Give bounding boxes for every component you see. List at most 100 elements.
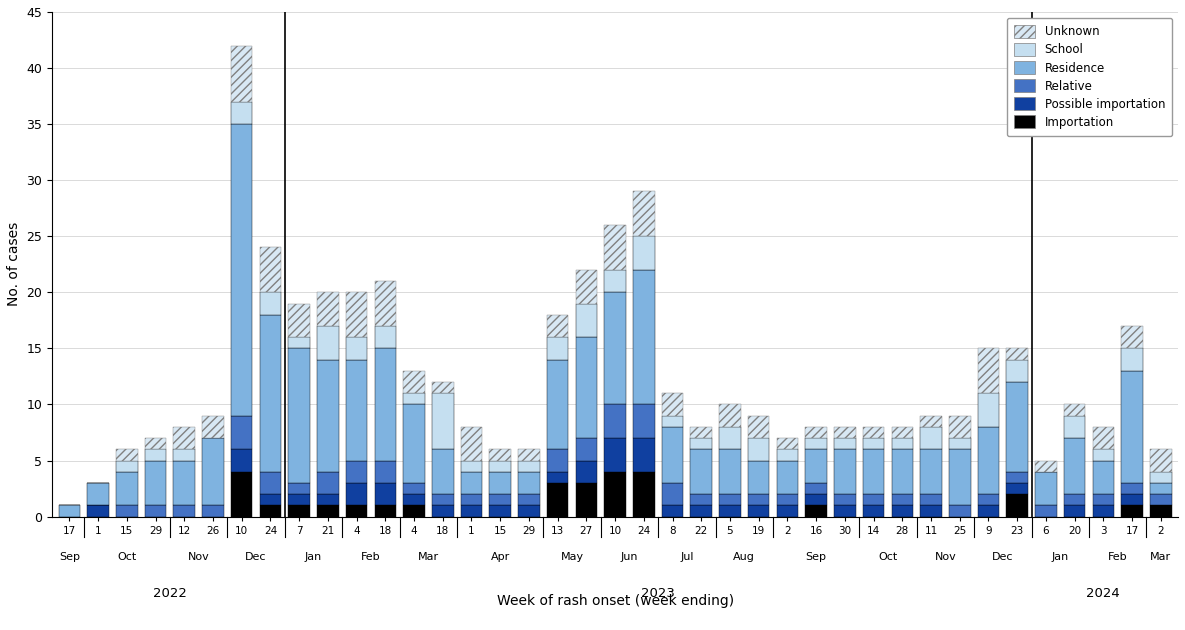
Bar — [461, 494, 482, 505]
Bar — [1006, 483, 1027, 494]
Bar — [806, 449, 827, 483]
Bar — [433, 449, 454, 494]
Text: Mar: Mar — [1151, 552, 1172, 562]
Bar — [1151, 483, 1172, 494]
Bar — [921, 494, 942, 505]
Bar — [145, 449, 166, 461]
Text: Apr: Apr — [491, 552, 510, 562]
Bar — [58, 505, 81, 517]
Bar — [203, 438, 224, 505]
Bar — [921, 427, 942, 449]
Bar — [374, 326, 396, 348]
Bar — [1064, 404, 1085, 416]
Bar — [318, 292, 339, 326]
Bar — [1064, 494, 1085, 505]
Bar — [776, 505, 799, 517]
Bar — [346, 483, 367, 505]
Bar — [604, 438, 626, 472]
Bar — [231, 45, 252, 101]
Bar — [546, 483, 569, 517]
Bar — [461, 472, 482, 494]
Bar — [546, 315, 569, 337]
Bar — [978, 505, 999, 517]
Bar — [834, 438, 856, 449]
Bar — [518, 472, 539, 494]
Bar — [145, 461, 166, 505]
Bar — [1121, 371, 1142, 483]
Text: Feb: Feb — [361, 552, 380, 562]
Bar — [863, 449, 884, 494]
Bar — [891, 494, 914, 505]
Bar — [748, 438, 769, 461]
Bar — [489, 505, 511, 517]
Bar — [1121, 483, 1142, 494]
Bar — [949, 505, 971, 517]
Bar — [691, 505, 712, 517]
Bar — [374, 281, 396, 326]
Y-axis label: No. of cases: No. of cases — [7, 222, 21, 306]
Bar — [891, 449, 914, 494]
Bar — [288, 505, 310, 517]
Text: 2023: 2023 — [641, 587, 675, 600]
Bar — [1093, 505, 1114, 517]
Bar — [116, 505, 137, 517]
Bar — [546, 360, 569, 449]
Text: Jan: Jan — [305, 552, 322, 562]
Bar — [776, 494, 799, 505]
Bar — [1006, 348, 1027, 360]
Bar — [260, 505, 281, 517]
Bar — [374, 348, 396, 461]
Bar — [346, 360, 367, 461]
Bar — [891, 505, 914, 517]
Bar — [288, 483, 310, 494]
Bar — [231, 101, 252, 124]
Bar — [203, 416, 224, 438]
Bar — [661, 393, 684, 416]
Bar — [1121, 348, 1142, 371]
Bar — [863, 494, 884, 505]
Text: Sep: Sep — [59, 552, 79, 562]
Bar — [633, 404, 654, 438]
Bar — [633, 270, 654, 404]
Bar — [1064, 505, 1085, 517]
Bar — [719, 449, 741, 494]
Text: Jun: Jun — [621, 552, 639, 562]
Bar — [806, 483, 827, 494]
Bar — [518, 505, 539, 517]
Bar — [231, 472, 252, 517]
Bar — [661, 416, 684, 427]
Bar — [203, 505, 224, 517]
Bar — [1036, 472, 1057, 505]
Bar — [748, 505, 769, 517]
Bar — [116, 461, 137, 472]
Bar — [891, 438, 914, 449]
Bar — [633, 438, 654, 472]
Bar — [88, 483, 109, 505]
Bar — [891, 427, 914, 438]
Bar — [806, 505, 827, 517]
Bar — [546, 449, 569, 472]
Bar — [231, 124, 252, 416]
Bar — [1151, 494, 1172, 505]
Bar — [806, 494, 827, 505]
Bar — [661, 505, 684, 517]
Bar — [88, 505, 109, 517]
Bar — [231, 416, 252, 449]
Bar — [518, 494, 539, 505]
Bar — [260, 472, 281, 494]
Bar — [116, 449, 137, 461]
Bar — [776, 449, 799, 461]
Bar — [633, 236, 654, 270]
Bar — [691, 494, 712, 505]
Bar — [173, 505, 196, 517]
Bar — [1151, 449, 1172, 472]
Bar — [318, 472, 339, 494]
Bar — [576, 304, 597, 337]
Bar — [145, 438, 166, 449]
Bar — [576, 270, 597, 304]
Bar — [433, 393, 454, 449]
Bar — [1006, 360, 1027, 382]
Bar — [748, 494, 769, 505]
Text: Jan: Jan — [1051, 552, 1069, 562]
Bar — [489, 461, 511, 472]
